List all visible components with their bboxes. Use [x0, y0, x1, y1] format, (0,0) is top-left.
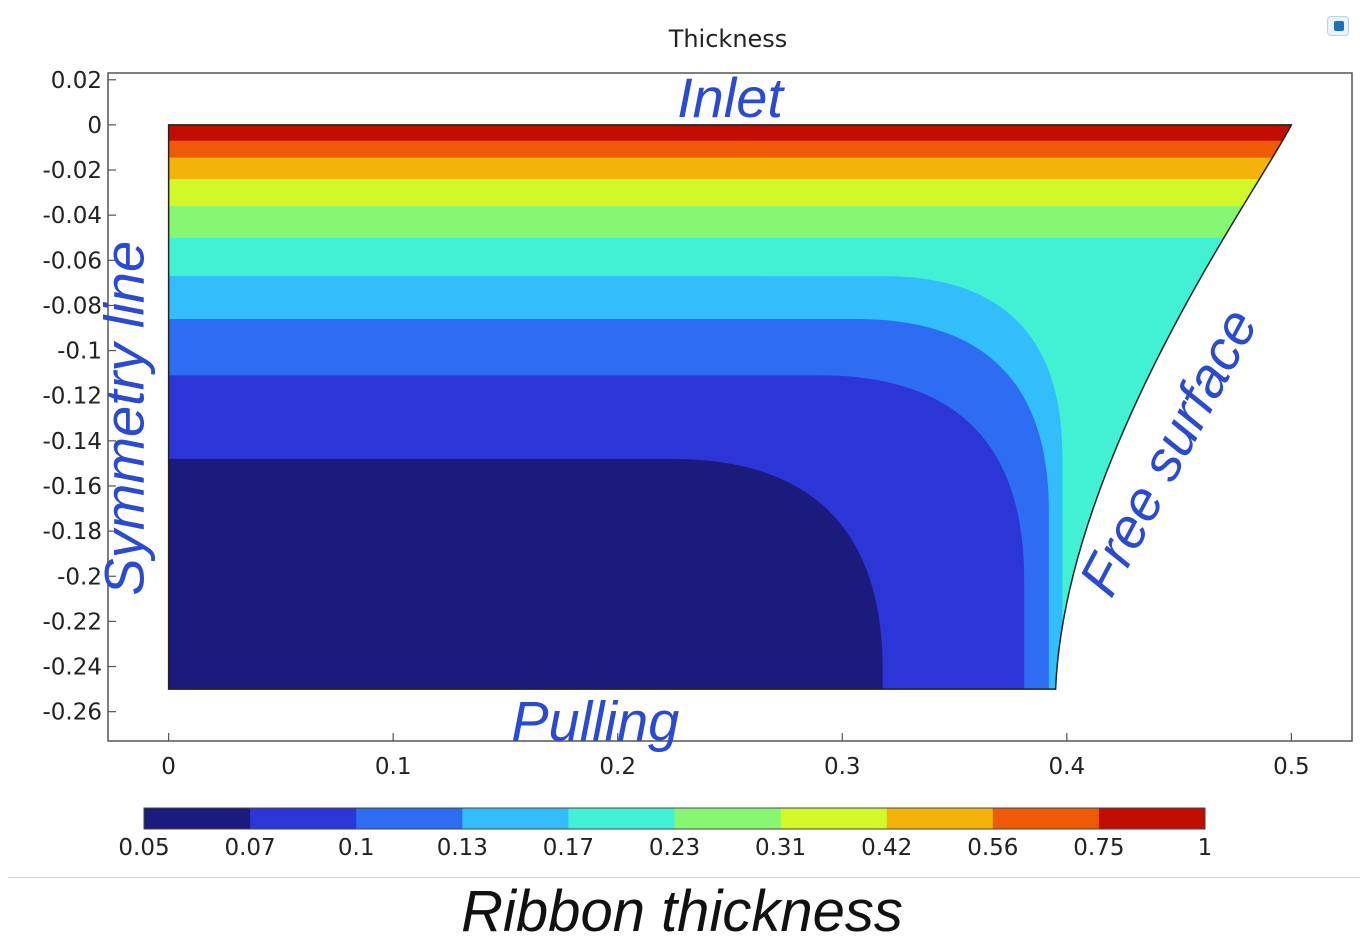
colorbar-label: 0.31	[755, 835, 806, 861]
y-tick-label: -0.24	[42, 655, 102, 681]
colorbar: 0.05 0.07 0.1 0.13 0.17 0.23 0.31 0.42 0.56 0.75 1	[118, 807, 1213, 861]
inlet-label: Inlet	[677, 66, 785, 129]
plot-settings-icon[interactable]	[1327, 16, 1349, 36]
contour-bands	[168, 124, 1292, 690]
colorbar-label: 0.17	[543, 835, 594, 861]
y-tick-label: -0.2	[57, 564, 102, 590]
y-tick-label: -0.26	[42, 700, 102, 726]
y-tick-label: 0	[87, 113, 102, 139]
colorbar-segment	[886, 808, 994, 829]
y-tick-label: -0.12	[42, 384, 102, 410]
y-tick-label: -0.08	[42, 293, 102, 319]
colorbar-label: 0.75	[1073, 835, 1124, 861]
y-tick-label: -0.16	[42, 474, 102, 500]
colorbar-label: 0.42	[861, 835, 912, 861]
colorbar-label: 0.23	[649, 835, 700, 861]
x-tick-label: 0.5	[1273, 754, 1310, 780]
y-tick-label: -0.18	[42, 519, 102, 545]
x-tick-label: 0.1	[375, 754, 412, 780]
colorbar-segment	[674, 808, 782, 829]
colorbar-frame	[143, 807, 1206, 830]
panel-divider	[8, 877, 1360, 878]
y-tick-label: -0.02	[42, 158, 102, 184]
y-tick-label: 0.02	[51, 68, 102, 94]
figure-caption: Ribbon thickness	[461, 879, 903, 944]
x-tick-label: 0.3	[824, 754, 861, 780]
colorbar-label: 0.05	[118, 835, 169, 861]
y-tick-label: -0.1	[57, 339, 102, 365]
domain-outline	[167, 124, 1293, 690]
colorbar-segment	[568, 808, 675, 829]
colorbar-label: 1	[1198, 835, 1213, 861]
y-tick-label: -0.14	[42, 429, 102, 455]
y-tick-label: -0.04	[42, 203, 102, 229]
colorbar-segment	[780, 808, 888, 829]
plot-frame	[107, 72, 1353, 742]
colorbar-label: 0.56	[967, 835, 1018, 861]
colorbar-segment	[250, 808, 357, 829]
symmetry-line-label: Symmetry line	[93, 241, 156, 596]
colorbar-label: 0.13	[437, 835, 488, 861]
colorbar-segment	[144, 808, 251, 829]
pulling-label: Pulling	[511, 689, 679, 752]
colorbar-segment	[462, 808, 569, 829]
colorbar-segment	[992, 808, 1100, 829]
colorbar-label: 0.07	[224, 835, 275, 861]
y-tick-label: -0.22	[42, 609, 102, 635]
y-tick-label: -0.06	[42, 248, 102, 274]
colorbar-label: 0.1	[338, 835, 375, 861]
x-tick-label: 0.4	[1049, 754, 1086, 780]
y-axis: 0.02 0 -0.02 -0.04 -0.06 -0.08 -0.1 -0.12 -0.14 -…	[42, 68, 116, 726]
colorbar-segment	[1098, 808, 1206, 829]
contour-band	[168, 458, 883, 690]
x-axis: 0 0.1 0.2 0.3 0.4 0.5	[161, 733, 1310, 780]
x-tick-label: 0	[161, 754, 176, 780]
colorbar-segment	[356, 808, 463, 829]
chart-title: Thickness	[668, 25, 788, 53]
x-tick-label: 0.2	[599, 754, 636, 780]
